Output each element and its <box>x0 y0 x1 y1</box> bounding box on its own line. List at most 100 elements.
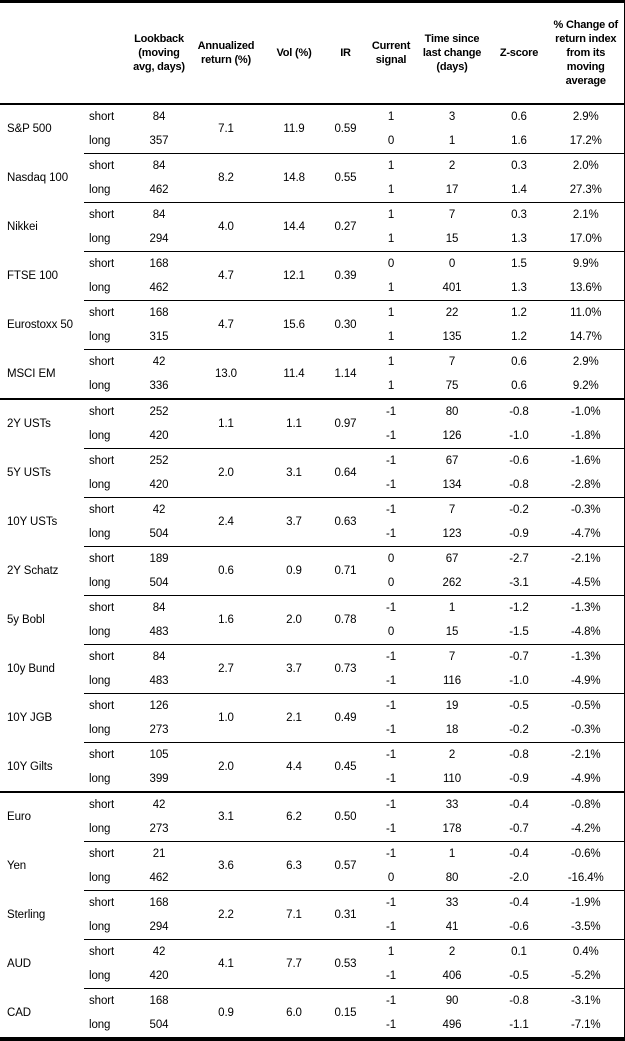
lookback-value: 126 <box>131 693 187 718</box>
position-label: short <box>84 398 131 424</box>
signal-value: -1 <box>368 693 414 718</box>
position-label: long <box>89 479 111 491</box>
position-label: long <box>89 135 111 147</box>
lookback-value: 42 <box>131 939 187 964</box>
asset-row-short: AUD short 42 4.1 7.7 0.53 1 2 0.1 0.4% <box>0 939 625 989</box>
time-since-value: 110 <box>442 773 462 785</box>
vol-value: 14.8 <box>265 153 323 203</box>
z-score-value: -0.2 <box>490 497 548 522</box>
lookback-value: 483 <box>149 675 169 687</box>
asset-row-short: 2Y Schatz short 189 0.6 0.9 0.71 0 67 -2.7 -2.1% <box>0 546 625 596</box>
col-header-z-score: Z-score <box>490 1 548 105</box>
lookback-value: 252 <box>131 448 187 473</box>
lookback-value: 42 <box>131 497 187 522</box>
pct-change-value: -1.8% <box>570 430 601 442</box>
z-score-value: -1.1 <box>509 1019 529 1031</box>
ir-value: 0.45 <box>323 742 368 792</box>
time-since-value: 2 <box>414 153 490 178</box>
ir-value: 0.55 <box>323 153 368 203</box>
pct-change-value: -0.3% <box>548 497 625 522</box>
signal-value: -1 <box>385 921 397 933</box>
z-score-value: 1.3 <box>511 233 527 245</box>
asset-row-short: FTSE 100 short 168 4.7 12.1 0.39 0 0 1.5 9.9% <box>0 251 625 301</box>
asset-name: CAD <box>7 1006 31 1019</box>
pct-change-value: -0.8% <box>548 791 625 817</box>
col-header-annualized-return: Annualized return (%) <box>187 1 265 105</box>
header-row: Lookback (moving avg, days) Annualized r… <box>0 1 625 105</box>
signal-value: 1 <box>368 202 414 227</box>
z-score-value: 1.5 <box>490 251 548 276</box>
asset-row-short: 5Y USTs short 252 2.0 3.1 0.64 -1 67 -0.6 -1.6% <box>0 448 625 498</box>
z-score-value: -0.8 <box>490 398 548 424</box>
signal-value: 0 <box>387 872 395 884</box>
asset-row-long: long 420 -1 406 -0.5 -5.2% <box>0 964 625 989</box>
pct-change-value: 0.4% <box>548 939 625 964</box>
asset-row-long: long 273 -1 178 -0.7 -4.2% <box>0 817 625 842</box>
signal-value: -1 <box>385 675 397 687</box>
pct-change-value: -1.3% <box>548 644 625 669</box>
lookback-value: 504 <box>149 528 169 540</box>
asset-row-short: Nasdaq 100 short 84 8.2 14.8 0.55 1 2 0.3 2.0% <box>0 153 625 203</box>
signal-value: -1 <box>385 1019 397 1031</box>
lookback-value: 504 <box>149 577 169 589</box>
position-label: short <box>84 988 131 1013</box>
ir-value: 0.31 <box>323 890 368 940</box>
pct-change-value: -16.4% <box>567 872 604 884</box>
pct-change-value: 2.0% <box>548 153 625 178</box>
z-score-value: 1.4 <box>511 184 527 196</box>
lookback-value: 168 <box>131 890 187 915</box>
asset-row-long: long 462 0 80 -2.0 -16.4% <box>0 866 625 891</box>
z-score-value: -1.5 <box>509 626 529 638</box>
asset-row-short: Yen short 21 3.6 6.3 0.57 -1 1 -0.4 -0.6% <box>0 841 625 891</box>
vol-value: 4.4 <box>265 742 323 792</box>
lookback-value: 420 <box>149 970 169 982</box>
ir-value: 0.73 <box>323 644 368 694</box>
z-score-value: 1.6 <box>511 135 527 147</box>
asset-name: Sterling <box>7 909 46 921</box>
z-score-value: 0.6 <box>511 380 527 392</box>
position-label: short <box>84 890 131 915</box>
position-label: short <box>84 939 131 964</box>
signal-value: -1 <box>385 823 397 835</box>
col-header-time-since-change: Time since last change (days) <box>414 1 490 105</box>
col-header-ir: IR <box>323 1 368 105</box>
asset-name: Nasdaq 100 <box>7 172 69 184</box>
signal-value: 1 <box>387 282 395 294</box>
signal-value: 0 <box>368 546 414 571</box>
asset-name: 5y Bobl <box>7 614 45 626</box>
asset-name: Nikkei <box>7 221 38 233</box>
vol-value: 6.3 <box>265 841 323 891</box>
time-since-value: 41 <box>445 921 459 933</box>
table-header: Lookback (moving avg, days) Annualized r… <box>0 1 625 105</box>
lookback-value: 462 <box>149 184 169 196</box>
lookback-value: 315 <box>149 331 169 343</box>
vol-value: 3.7 <box>265 644 323 694</box>
lookback-value: 462 <box>149 282 169 294</box>
lookback-value: 483 <box>149 626 169 638</box>
lookback-value: 84 <box>131 595 187 620</box>
asset-row-short: 10Y Gilts short 105 2.0 4.4 0.45 -1 2 -0.8 -2.1% <box>0 742 625 792</box>
pct-change-value: 17.2% <box>569 135 602 147</box>
time-since-value: 1 <box>414 595 490 620</box>
position-label: short <box>84 300 131 325</box>
asset-row-long: long 483 -1 116 -1.0 -4.9% <box>0 669 625 694</box>
z-score-value: 1.2 <box>511 331 527 343</box>
annualized-return-value: 2.4 <box>187 497 265 547</box>
ir-value: 0.30 <box>323 300 368 350</box>
position-label: long <box>89 528 111 540</box>
signal-value: -1 <box>368 448 414 473</box>
asset-row-short: 5y Bobl short 84 1.6 2.0 0.78 -1 1 -1.2 -1.3% <box>0 595 625 645</box>
asset-row-long: long 336 1 75 0.6 9.2% <box>0 374 625 399</box>
asset-name: Yen <box>7 860 27 872</box>
asset-row-long: long 294 -1 41 -0.6 -3.5% <box>0 915 625 940</box>
vol-value: 6.0 <box>265 988 323 1039</box>
pct-change-value: 27.3% <box>569 184 602 196</box>
z-score-value: -2.7 <box>490 546 548 571</box>
position-label: long <box>89 773 111 785</box>
table-body: S&P 500 short 84 7.1 11.9 0.59 1 3 0.6 2.9% long 35… <box>0 103 625 1039</box>
time-since-value: 1 <box>414 841 490 866</box>
lookback-value: 84 <box>131 202 187 227</box>
z-score-value: -0.8 <box>509 479 529 491</box>
asset-row-short: 10y Bund short 84 2.7 3.7 0.73 -1 7 -0.7 -1.3% <box>0 644 625 694</box>
asset-row-short: Eurostoxx 50 short 168 4.7 15.6 0.30 1 22 1.2 11.… <box>0 300 625 350</box>
